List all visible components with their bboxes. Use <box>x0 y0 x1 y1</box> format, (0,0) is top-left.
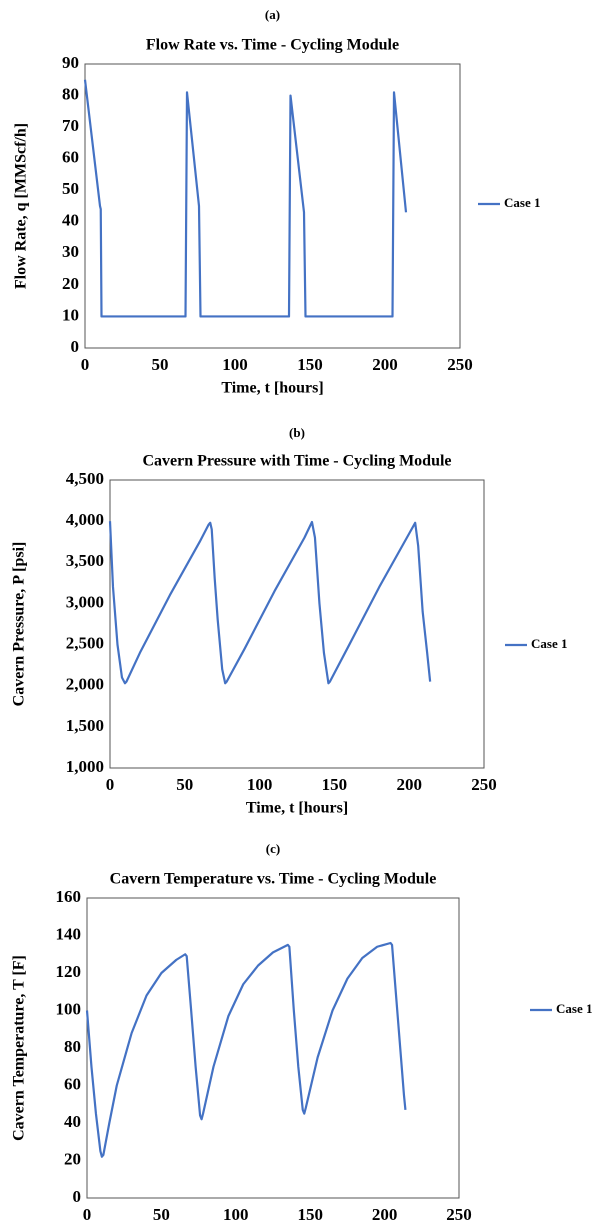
y-tick-label: 0 <box>73 1187 82 1206</box>
x-tick-label: 200 <box>372 1205 398 1224</box>
x-tick-label: 100 <box>247 775 273 794</box>
y-axis-title: Flow Rate, q [MMScf/h] <box>13 123 30 289</box>
y-tick-label: 30 <box>62 242 79 261</box>
y-tick-label: 10 <box>62 305 79 324</box>
y-tick-label: 120 <box>56 962 82 981</box>
x-tick-label: 150 <box>322 775 348 794</box>
chart-title: Flow Rate vs. Time - Cycling Module <box>146 37 399 54</box>
y-tick-label: 1,500 <box>66 716 104 735</box>
y-tick-label: 2,000 <box>66 675 104 694</box>
legend-label: Case 1 <box>504 195 540 210</box>
plot-frame <box>86 897 460 1199</box>
x-axis-title: Time, t [hours] <box>246 800 348 817</box>
x-tick-label: 200 <box>396 775 422 794</box>
panel-label: (a) <box>265 7 280 22</box>
y-tick-label: 1,000 <box>66 757 104 776</box>
y-tick-label: 80 <box>64 1037 81 1056</box>
x-tick-label: 250 <box>471 775 497 794</box>
y-tick-label: 90 <box>62 53 79 72</box>
x-axis-title: Time, t [hours] <box>221 380 323 397</box>
y-tick-label: 60 <box>64 1074 81 1093</box>
x-tick-label: 0 <box>81 355 90 374</box>
x-tick-label: 100 <box>223 1205 249 1224</box>
data-line <box>108 520 432 685</box>
y-tick-label: 160 <box>56 887 82 906</box>
y-tick-label: 2,500 <box>66 633 104 652</box>
chart-title: Cavern Pressure with Time - Cycling Modu… <box>142 453 451 470</box>
y-tick-label: 70 <box>62 116 79 135</box>
y-tick-label: 100 <box>56 999 82 1018</box>
y-tick-label: 60 <box>62 148 79 167</box>
x-tick-label: 50 <box>176 775 193 794</box>
panel-label: (b) <box>289 425 305 440</box>
y-tick-label: 4,500 <box>66 469 104 488</box>
y-tick-label: 20 <box>62 274 79 293</box>
y-tick-label: 50 <box>62 179 79 198</box>
y-tick-label: 80 <box>62 84 79 103</box>
x-tick-label: 200 <box>372 355 398 374</box>
panel-label: (c) <box>266 841 280 856</box>
x-tick-label: 100 <box>222 355 248 374</box>
x-tick-label: 250 <box>446 1205 472 1224</box>
y-tick-label: 3,000 <box>66 592 104 611</box>
x-tick-label: 150 <box>297 1205 323 1224</box>
y-tick-label: 3,500 <box>66 551 104 570</box>
y-tick-label: 140 <box>56 924 82 943</box>
y-tick-label: 20 <box>64 1149 81 1168</box>
plot-frame <box>84 63 461 349</box>
data-line <box>83 79 408 318</box>
x-tick-label: 50 <box>152 355 169 374</box>
y-tick-label: 40 <box>62 211 79 230</box>
x-tick-label: 150 <box>297 355 323 374</box>
x-tick-label: 0 <box>106 775 115 794</box>
plot-frame <box>109 479 485 769</box>
data-line <box>85 941 407 1158</box>
y-tick-label: 4,000 <box>66 510 104 529</box>
x-tick-label: 0 <box>83 1205 92 1224</box>
legend-label: Case 1 <box>531 636 567 651</box>
chart-title: Cavern Temperature vs. Time - Cycling Mo… <box>110 871 437 888</box>
x-tick-label: 50 <box>153 1205 170 1224</box>
y-tick-label: 40 <box>64 1112 81 1131</box>
y-tick-label: 0 <box>71 337 80 356</box>
legend-label: Case 1 <box>556 1001 592 1016</box>
y-axis-title: Cavern Pressure, P [psi] <box>11 542 28 707</box>
x-tick-label: 250 <box>447 355 473 374</box>
y-axis-title: Cavern Temperature, T [F] <box>11 955 28 1141</box>
